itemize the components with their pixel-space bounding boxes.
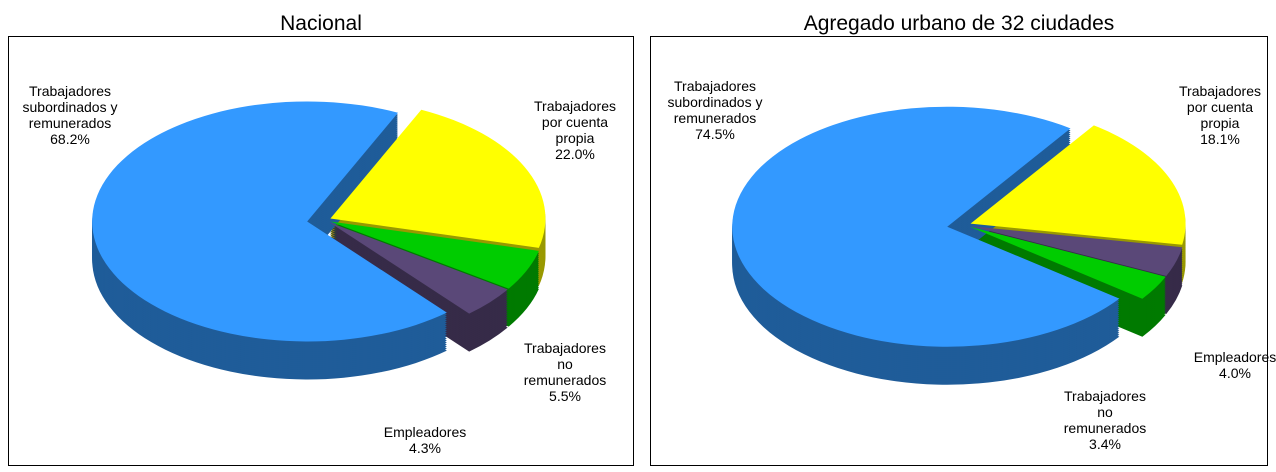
slice	[970, 226, 1183, 276]
value-label: 68.2%	[50, 131, 90, 147]
slice	[330, 109, 546, 248]
slice-label: Trabajadores por cuenta propia	[1179, 83, 1261, 131]
slice-label: Trabajadores subordinados y remunerados	[667, 78, 763, 126]
value-label: 3.4%	[1089, 436, 1121, 452]
value-label: 5.5%	[549, 388, 581, 404]
slice	[330, 221, 539, 289]
panel	[650, 36, 1268, 466]
slice-label: Trabajadores no remunerados	[523, 340, 607, 388]
slice-label: Empleadores	[1193, 349, 1276, 365]
value-label: 4.3%	[409, 440, 441, 456]
slice	[970, 226, 1166, 299]
value-label: 22.0%	[555, 146, 595, 162]
slice	[92, 101, 447, 342]
slice	[970, 125, 1186, 245]
slice-label: Trabajadores subordinados y remunerados	[22, 83, 118, 131]
slice-label: Empleadores	[383, 424, 467, 440]
slice	[329, 222, 508, 314]
chart-title: Agregado urbano de 32 ciudades	[803, 12, 1115, 35]
value-label: 4.0%	[1219, 365, 1251, 381]
slice-label: Trabajadores por cuenta propia	[534, 98, 616, 146]
panel	[8, 36, 634, 466]
value-label: 18.1%	[1200, 131, 1240, 147]
value-label: 74.5%	[695, 126, 735, 142]
slice	[732, 106, 1120, 347]
slice-label: Trabajadores no remunerados	[1063, 388, 1147, 436]
chart-title: Nacional	[280, 12, 362, 35]
